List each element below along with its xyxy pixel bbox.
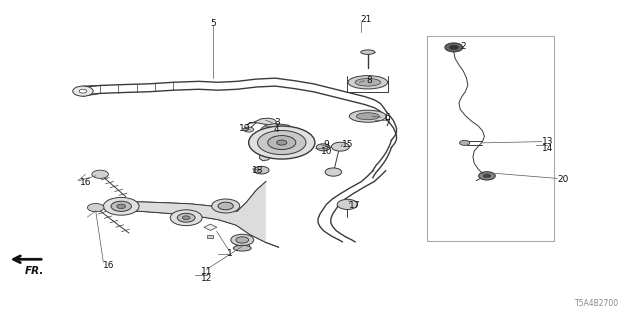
- Text: 1: 1: [227, 249, 232, 258]
- Ellipse shape: [361, 50, 375, 54]
- Circle shape: [231, 234, 253, 246]
- Circle shape: [236, 237, 248, 243]
- Text: 3: 3: [274, 118, 280, 127]
- Circle shape: [103, 197, 139, 215]
- Text: 7: 7: [384, 119, 390, 128]
- Ellipse shape: [349, 110, 387, 122]
- Ellipse shape: [356, 113, 380, 120]
- Ellipse shape: [355, 78, 381, 86]
- Text: 19: 19: [239, 124, 250, 133]
- Circle shape: [111, 201, 131, 212]
- Circle shape: [316, 144, 330, 151]
- Text: 12: 12: [201, 274, 212, 283]
- Text: 16: 16: [102, 261, 114, 270]
- Circle shape: [483, 174, 491, 178]
- Text: 5: 5: [210, 19, 216, 28]
- Polygon shape: [204, 224, 217, 230]
- Circle shape: [460, 140, 470, 145]
- Circle shape: [449, 45, 458, 50]
- Circle shape: [337, 199, 358, 210]
- Circle shape: [73, 86, 93, 96]
- Ellipse shape: [234, 245, 251, 251]
- Circle shape: [253, 166, 269, 174]
- Text: 18: 18: [252, 166, 263, 175]
- Polygon shape: [119, 181, 266, 243]
- Circle shape: [177, 213, 195, 222]
- Circle shape: [268, 136, 296, 149]
- Circle shape: [248, 126, 315, 159]
- Polygon shape: [246, 118, 276, 125]
- Text: 6: 6: [384, 113, 390, 122]
- Circle shape: [170, 210, 202, 226]
- Text: 10: 10: [321, 147, 332, 156]
- Circle shape: [116, 204, 125, 209]
- Circle shape: [218, 202, 234, 210]
- Text: 17: 17: [349, 201, 361, 210]
- Circle shape: [182, 216, 190, 220]
- Text: 11: 11: [201, 267, 212, 276]
- Circle shape: [276, 140, 287, 145]
- Circle shape: [332, 142, 349, 151]
- Text: 2: 2: [460, 42, 465, 51]
- Text: 16: 16: [80, 178, 92, 187]
- Circle shape: [212, 199, 240, 213]
- Text: 9: 9: [323, 140, 329, 149]
- Circle shape: [244, 127, 253, 132]
- Text: FR.: FR.: [25, 266, 44, 276]
- Polygon shape: [259, 124, 300, 161]
- Circle shape: [479, 172, 495, 180]
- Circle shape: [445, 43, 463, 52]
- Text: 14: 14: [542, 144, 553, 153]
- Polygon shape: [207, 235, 213, 238]
- Circle shape: [92, 170, 108, 178]
- Circle shape: [257, 131, 306, 155]
- Circle shape: [325, 168, 342, 176]
- Text: 13: 13: [541, 137, 553, 146]
- Circle shape: [79, 89, 87, 93]
- Text: T5A4B2700: T5A4B2700: [575, 300, 620, 308]
- Text: 8: 8: [367, 76, 372, 85]
- Text: 20: 20: [557, 175, 569, 184]
- Text: 4: 4: [274, 125, 280, 134]
- Ellipse shape: [348, 76, 388, 89]
- Circle shape: [88, 204, 104, 212]
- Text: 21: 21: [360, 15, 372, 24]
- Text: 15: 15: [342, 140, 353, 149]
